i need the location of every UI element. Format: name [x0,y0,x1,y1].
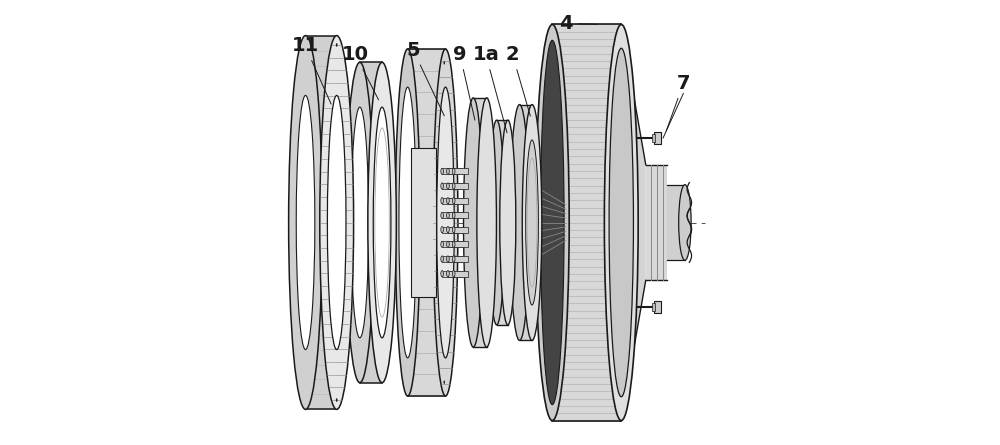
Polygon shape [306,36,337,409]
Ellipse shape [351,107,369,338]
Ellipse shape [447,271,449,277]
FancyBboxPatch shape [652,303,655,312]
FancyBboxPatch shape [442,168,456,174]
FancyBboxPatch shape [454,227,468,233]
Ellipse shape [526,140,538,305]
Text: 1a: 1a [472,45,507,133]
FancyBboxPatch shape [448,227,462,233]
Ellipse shape [447,198,449,204]
Text: 9: 9 [453,45,475,120]
Ellipse shape [447,241,449,247]
Ellipse shape [399,87,416,358]
Ellipse shape [452,227,455,233]
Text: 5: 5 [406,40,444,116]
FancyBboxPatch shape [442,256,456,262]
Ellipse shape [395,49,420,396]
FancyBboxPatch shape [448,183,462,189]
Ellipse shape [441,198,443,204]
FancyBboxPatch shape [454,183,468,189]
Ellipse shape [346,62,374,383]
FancyBboxPatch shape [411,148,436,297]
FancyBboxPatch shape [652,134,655,142]
Ellipse shape [447,256,449,262]
Ellipse shape [447,227,449,233]
Ellipse shape [336,398,338,402]
Polygon shape [408,49,445,396]
Ellipse shape [441,183,443,189]
FancyBboxPatch shape [448,256,462,262]
Ellipse shape [522,105,542,340]
Ellipse shape [327,95,346,350]
Text: 2: 2 [506,45,530,116]
Ellipse shape [441,212,443,218]
FancyBboxPatch shape [454,241,468,247]
Ellipse shape [441,168,443,174]
Ellipse shape [441,256,443,262]
FancyBboxPatch shape [454,198,468,204]
Polygon shape [497,120,508,325]
Ellipse shape [441,227,443,233]
Ellipse shape [368,62,396,383]
Polygon shape [520,105,532,340]
Polygon shape [646,165,667,280]
Text: 7: 7 [666,74,690,131]
FancyBboxPatch shape [454,168,468,174]
FancyBboxPatch shape [442,241,456,247]
Text: 10: 10 [342,45,379,100]
FancyBboxPatch shape [448,271,462,277]
Ellipse shape [447,212,449,218]
Ellipse shape [443,380,445,384]
Text: 4: 4 [559,14,597,33]
Ellipse shape [433,49,458,396]
FancyBboxPatch shape [442,212,456,218]
FancyBboxPatch shape [448,212,462,218]
FancyBboxPatch shape [454,256,468,262]
Ellipse shape [535,24,569,421]
Ellipse shape [296,95,315,350]
Ellipse shape [452,168,455,174]
FancyBboxPatch shape [442,227,456,233]
Ellipse shape [441,271,443,277]
Ellipse shape [500,120,516,325]
Polygon shape [552,24,621,421]
Polygon shape [360,62,382,383]
FancyBboxPatch shape [448,198,462,204]
FancyBboxPatch shape [654,132,661,144]
Ellipse shape [447,168,449,174]
Ellipse shape [452,212,455,218]
Polygon shape [621,24,646,421]
Polygon shape [473,98,487,347]
FancyBboxPatch shape [454,271,468,277]
FancyBboxPatch shape [448,168,462,174]
Ellipse shape [437,87,454,358]
FancyBboxPatch shape [454,212,468,218]
Ellipse shape [604,24,638,421]
FancyBboxPatch shape [448,241,462,247]
Ellipse shape [489,120,505,325]
Ellipse shape [609,48,633,397]
FancyBboxPatch shape [654,301,661,313]
FancyBboxPatch shape [442,271,456,277]
FancyBboxPatch shape [442,183,456,189]
Polygon shape [667,185,685,260]
Ellipse shape [510,105,529,340]
Ellipse shape [441,241,443,247]
Ellipse shape [452,241,455,247]
Ellipse shape [452,256,455,262]
Text: 11: 11 [291,36,331,104]
Ellipse shape [452,198,455,204]
Ellipse shape [452,183,455,189]
Ellipse shape [443,61,445,65]
Ellipse shape [540,40,564,405]
Ellipse shape [320,36,354,409]
Ellipse shape [477,98,496,347]
Ellipse shape [464,98,483,347]
Ellipse shape [336,43,338,47]
Ellipse shape [289,36,322,409]
FancyBboxPatch shape [442,198,456,204]
Ellipse shape [452,271,455,277]
Ellipse shape [373,107,391,338]
Ellipse shape [679,185,691,260]
Ellipse shape [447,183,449,189]
